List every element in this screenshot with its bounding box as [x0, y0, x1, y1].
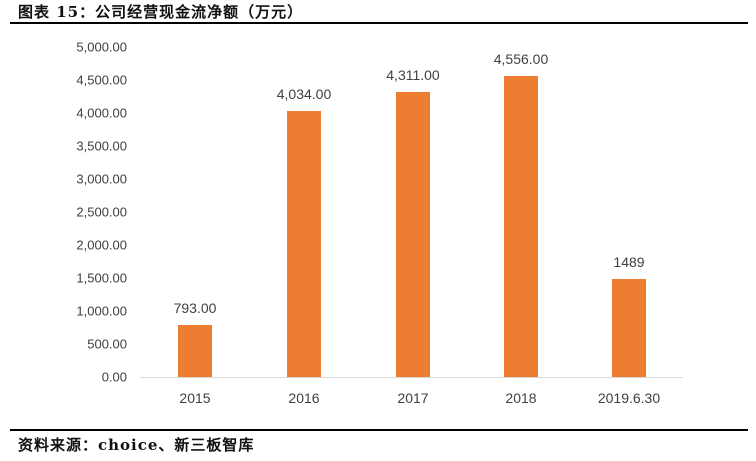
- y-tick-label: 2,500.00: [76, 204, 127, 220]
- source-note: 资料来源：choice、新三板智库: [18, 436, 255, 454]
- x-tick-label: 2019.6.30: [597, 390, 661, 406]
- bottom-rule: [10, 429, 748, 431]
- x-tick-label: 2016: [288, 390, 320, 406]
- data-label: 4,034.00: [276, 85, 332, 102]
- x-tick-label: 2017: [397, 390, 429, 406]
- y-tick-label: 0.00: [101, 369, 127, 385]
- y-tick-label: 5,000.00: [76, 39, 127, 55]
- x-axis-line: [140, 377, 683, 378]
- y-tick-label: 4,500.00: [76, 72, 127, 88]
- data-label: 4,311.00: [386, 67, 440, 84]
- x-tick-label: 2015: [179, 390, 211, 406]
- y-tick-label: 3,000.00: [76, 171, 127, 187]
- bar-2017: [396, 92, 430, 377]
- bar-2015: [178, 324, 212, 377]
- y-tick-label: 1,500.00: [76, 270, 127, 286]
- top-rule: [10, 22, 748, 24]
- bar-2019.6.30: [612, 278, 646, 377]
- data-label: 793.00: [173, 299, 217, 316]
- data-label: 1489: [613, 253, 645, 270]
- y-tick-label: 4,000.00: [76, 105, 127, 121]
- bar-2018: [504, 76, 538, 377]
- y-tick-label: 1,000.00: [76, 303, 127, 319]
- y-tick-label: 500.00: [87, 336, 127, 352]
- x-tick-label: 2018: [505, 390, 537, 406]
- chart-title: 图表 15：公司经营现金流净额（万元）: [18, 3, 304, 21]
- data-label: 4,556.00: [493, 51, 549, 68]
- y-tick-label: 2,000.00: [76, 237, 127, 253]
- bar-2016: [287, 110, 321, 377]
- y-tick-label: 3,500.00: [76, 138, 127, 154]
